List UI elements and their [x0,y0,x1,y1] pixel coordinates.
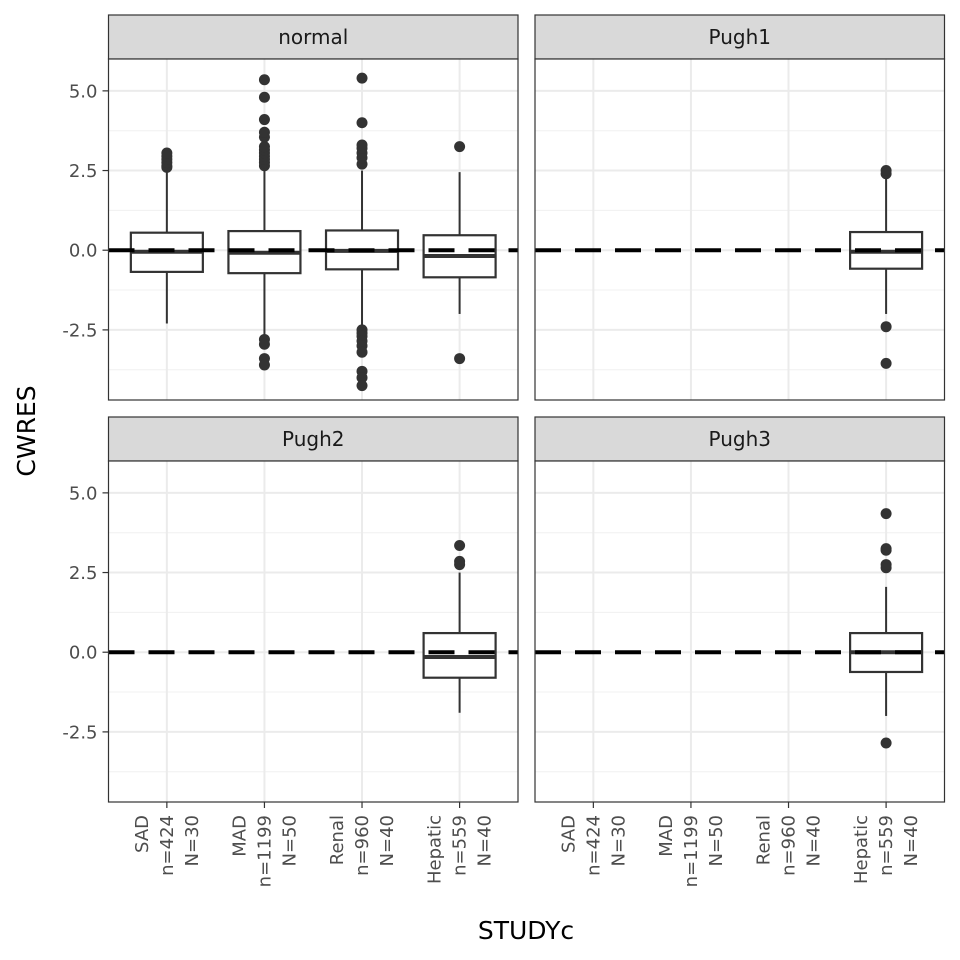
outlier-point [454,141,466,153]
outlier-point [454,555,466,567]
x-tick-label: n=424 [583,815,604,876]
facet-strip [107,416,519,462]
plot-background [535,461,945,802]
x-tick-label: N=40 [475,815,496,866]
outlier-point [258,114,270,126]
panel-border [534,460,946,803]
panel-border [534,58,946,401]
outlier-point [356,72,368,84]
plot-background [535,59,945,400]
y-tick-label: 2.5 [69,563,98,584]
x-tick-label: n=960 [779,815,800,876]
x-tick-label: MAD [656,815,677,857]
box-hepatic [422,539,497,713]
facet-strip-label: Pugh2 [282,427,344,451]
x-tick-label: N=50 [279,815,300,866]
x-tick-label: n=424 [157,815,178,876]
x-tick-label: n=1199 [254,815,275,887]
outlier-point [880,559,892,571]
outlier-point [258,141,270,153]
x-tick-label: N=30 [608,815,629,866]
y-tick-label: 0.0 [69,241,98,262]
box-hepatic [422,141,497,365]
outlier-point [258,91,270,103]
outlier-point [356,139,368,151]
outlier-point [258,126,270,138]
outlier-point [880,508,892,520]
outlier-point [258,74,270,86]
outlier-point [356,117,368,129]
x-tick-label: n=1199 [681,815,702,887]
x-tick-label: Hepatic [425,815,446,884]
y-tick-label: 2.5 [69,161,98,182]
panel-border [107,460,519,803]
panel-Pugh3: Pugh3 SAD n=424 N=30 MAD n=1199 N=50 Renal n=960… [534,416,946,887]
x-tick-label: Renal [327,815,348,865]
y-tick-label: 5.0 [69,81,98,102]
outlier-point [880,321,892,333]
outlier-point [356,380,368,392]
y-tick-label: 0.0 [69,643,98,664]
outlier-point [880,737,892,749]
y-tick-label: -2.5 [62,722,97,743]
facet-strip-label: Pugh1 [709,25,771,49]
facet-strip-label: Pugh3 [709,427,771,451]
outlier-point [161,147,173,159]
box-mad [227,74,302,371]
facet-strip [534,416,946,462]
x-axis-title: STUDYc [478,916,574,945]
x-tick-label: N=40 [804,815,825,866]
x-tick-label: SAD [558,815,579,853]
outlier-point [356,372,368,384]
outlier-point [454,539,466,551]
outlier-point [880,543,892,555]
x-tick-label: N=40 [901,815,922,866]
facet-strip [107,14,519,60]
x-tick-label: Hepatic [851,815,872,884]
outlier-point [258,359,270,371]
y-tick-label: -2.5 [62,320,97,341]
outlier-point [880,357,892,369]
plot-background [108,59,518,400]
x-tick-label: Renal [754,815,775,865]
plot-background [108,461,518,802]
y-tick-label: 5.0 [69,483,98,504]
facet-strip-label: normal [278,25,348,49]
x-tick-label: n=559 [876,815,897,876]
x-tick-label: n=559 [450,815,471,876]
x-tick-label: N=30 [182,815,203,866]
panel-normal: normal -2.5 0.0 2.5 5.0 [62,14,519,401]
panel-Pugh1: Pugh1 [534,14,946,401]
panel-border [107,58,519,401]
y-axis-title: CWRES [12,385,41,476]
x-tick-label: n=960 [352,815,373,876]
outlier-point [258,338,270,350]
x-tick-label: N=50 [706,815,727,866]
x-tick-label: MAD [229,815,250,857]
x-tick-label: N=40 [377,815,398,866]
outlier-point [356,346,368,358]
outlier-point [454,353,466,365]
outlier-point [880,165,892,177]
x-tick-label: SAD [132,815,153,853]
